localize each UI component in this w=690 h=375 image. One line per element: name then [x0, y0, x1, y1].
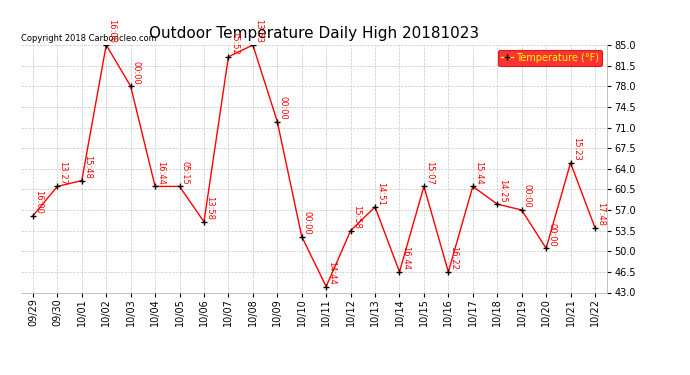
- Temperature (°F): [224, 54, 233, 59]
- Text: Copyright 2018 Carboncleo.com: Copyright 2018 Carboncleo.com: [21, 33, 157, 42]
- Temperature (°F): [151, 184, 159, 189]
- Text: 16:44: 16:44: [157, 161, 166, 184]
- Text: 00:00: 00:00: [279, 96, 288, 120]
- Text: 05:15: 05:15: [181, 161, 190, 184]
- Text: 15:44: 15:44: [474, 161, 483, 184]
- Text: 00:00: 00:00: [547, 223, 556, 246]
- Text: 15:52: 15:52: [230, 31, 239, 55]
- Temperature (°F): [591, 225, 599, 230]
- Temperature (°F): [542, 246, 550, 250]
- Text: 13:27: 13:27: [59, 160, 68, 184]
- Text: 00:00: 00:00: [303, 211, 312, 235]
- Text: 15:48: 15:48: [83, 155, 92, 179]
- Temperature (°F): [493, 202, 502, 206]
- Temperature (°F): [175, 184, 184, 189]
- Temperature (°F): [53, 184, 61, 189]
- Temperature (°F): [297, 234, 306, 239]
- Text: 14:44: 14:44: [327, 261, 337, 285]
- Text: 14:25: 14:25: [498, 178, 507, 203]
- Text: 16:22: 16:22: [450, 246, 459, 270]
- Title: Outdoor Temperature Daily High 20181023: Outdoor Temperature Daily High 20181023: [149, 26, 479, 41]
- Temperature (°F): [29, 214, 37, 218]
- Temperature (°F): [566, 160, 575, 165]
- Temperature (°F): [200, 219, 208, 224]
- Text: 14:51: 14:51: [376, 182, 385, 205]
- Text: 15:58: 15:58: [352, 205, 361, 229]
- Temperature (°F): [346, 228, 355, 233]
- Temperature (°F): [126, 84, 135, 88]
- Text: 00:00: 00:00: [132, 61, 141, 84]
- Text: 16:08: 16:08: [108, 19, 117, 43]
- Legend: Temperature (°F): Temperature (°F): [498, 50, 602, 66]
- Temperature (°F): [273, 119, 282, 124]
- Line: Temperature (°F): Temperature (°F): [30, 42, 598, 290]
- Text: 16:44: 16:44: [401, 246, 410, 270]
- Temperature (°F): [371, 205, 380, 209]
- Text: 17:48: 17:48: [596, 202, 605, 226]
- Temperature (°F): [518, 208, 526, 212]
- Temperature (°F): [78, 178, 86, 183]
- Temperature (°F): [395, 270, 404, 274]
- Temperature (°F): [420, 184, 428, 189]
- Temperature (°F): [102, 43, 110, 47]
- Text: 16:00: 16:00: [34, 190, 43, 214]
- Temperature (°F): [444, 270, 453, 274]
- Text: 13:53: 13:53: [254, 19, 263, 43]
- Text: 15:23: 15:23: [572, 137, 581, 161]
- Temperature (°F): [248, 43, 257, 47]
- Text: 13:58: 13:58: [205, 196, 214, 220]
- Temperature (°F): [469, 184, 477, 189]
- Text: 00:00: 00:00: [523, 184, 532, 208]
- Temperature (°F): [322, 284, 331, 289]
- Text: 15:07: 15:07: [425, 161, 434, 184]
